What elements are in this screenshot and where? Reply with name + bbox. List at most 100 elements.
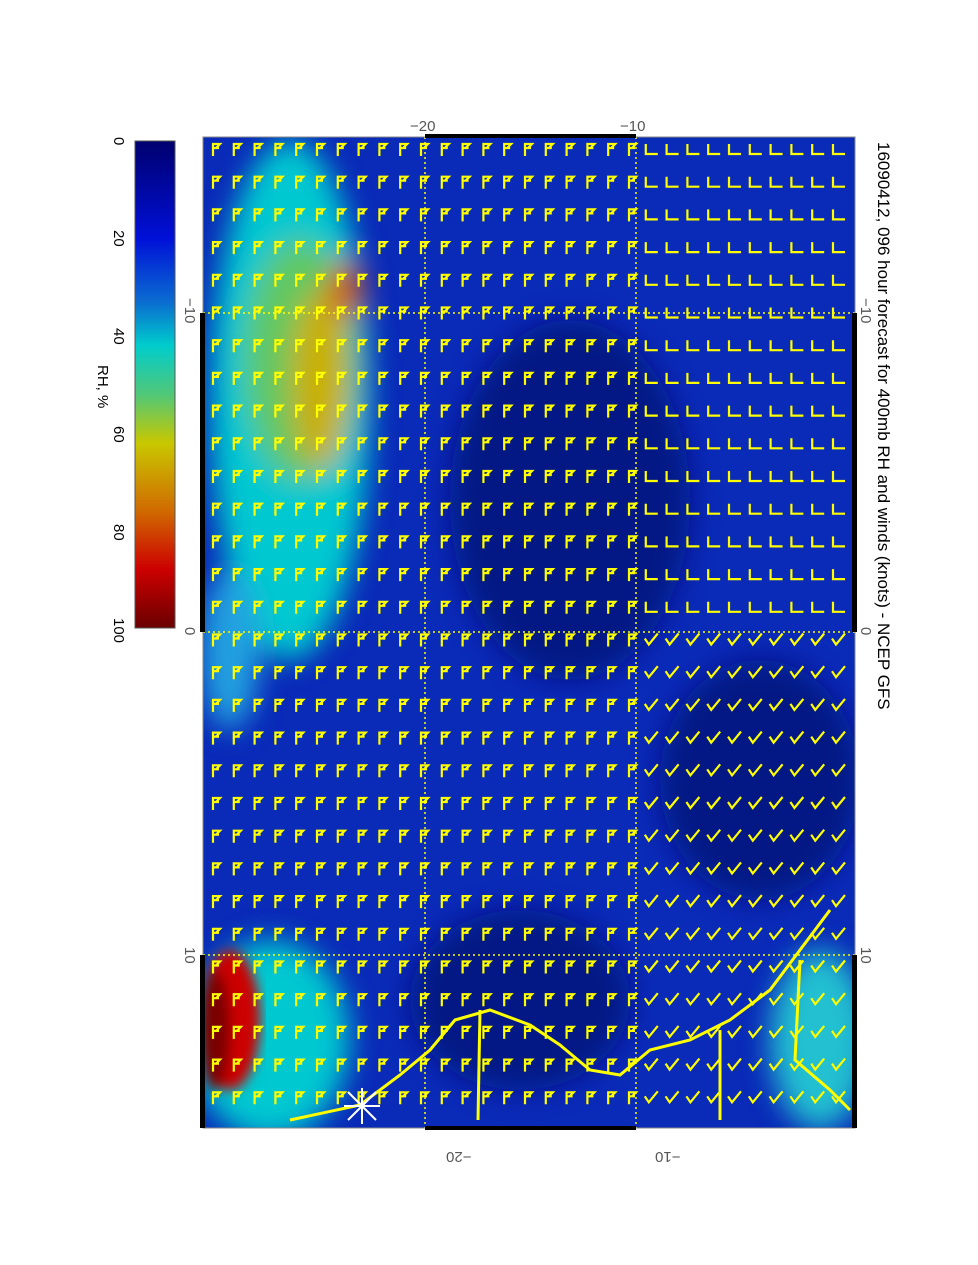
wind-barb bbox=[419, 960, 431, 974]
wind-barb bbox=[565, 600, 577, 614]
wind-barb bbox=[253, 796, 265, 810]
wind-barb bbox=[295, 175, 306, 189]
wind-barb bbox=[769, 340, 783, 352]
wind-barb bbox=[503, 273, 514, 287]
wind-barb bbox=[544, 633, 556, 647]
wind-barb bbox=[748, 209, 762, 221]
wind-barb bbox=[440, 437, 452, 451]
wind-barb bbox=[503, 600, 514, 614]
wind-barb bbox=[315, 600, 327, 614]
wind-barb bbox=[274, 371, 286, 385]
wind-barb bbox=[440, 273, 452, 287]
wind-barb bbox=[544, 698, 556, 712]
wind-barb bbox=[685, 959, 701, 974]
wind-barb bbox=[378, 568, 390, 582]
wind-barb bbox=[419, 339, 431, 353]
wind-barb bbox=[565, 895, 577, 909]
wind-barb bbox=[748, 372, 762, 384]
wind-barb bbox=[706, 959, 722, 974]
wind-barb bbox=[295, 633, 306, 647]
wind-barb bbox=[378, 208, 390, 222]
wind-barb bbox=[419, 829, 431, 843]
wind-barb bbox=[644, 274, 658, 286]
wind-barb bbox=[295, 796, 306, 810]
wind-barb bbox=[789, 829, 805, 843]
wind-barb bbox=[357, 666, 369, 680]
wind-barb bbox=[810, 1090, 826, 1105]
wind-barb bbox=[295, 535, 306, 549]
wind-barb bbox=[586, 208, 598, 222]
wind-barb bbox=[503, 437, 514, 451]
frame-scale-bars bbox=[200, 134, 857, 1130]
wind-barb bbox=[706, 992, 722, 1007]
colorbar-tick: 100 bbox=[110, 618, 127, 644]
wind-barb bbox=[315, 437, 327, 451]
wind-barb bbox=[811, 601, 825, 613]
wind-barb bbox=[565, 175, 577, 189]
wind-barb bbox=[544, 371, 556, 385]
wind-barb bbox=[336, 306, 348, 320]
wind-barb bbox=[336, 1025, 348, 1039]
wind-barb bbox=[482, 895, 494, 909]
wind-barb bbox=[643, 959, 659, 974]
wind-barb bbox=[232, 1058, 244, 1072]
wind-barb bbox=[790, 176, 804, 188]
wind-barb bbox=[440, 142, 452, 156]
wind-barb bbox=[378, 633, 390, 647]
wind-barb bbox=[685, 992, 701, 1007]
wind-barb bbox=[523, 927, 535, 941]
wind-barb bbox=[748, 438, 762, 450]
wind-barb bbox=[295, 993, 306, 1007]
wind-barb bbox=[253, 241, 265, 255]
wind-barb bbox=[336, 960, 348, 974]
wind-barb bbox=[664, 665, 680, 680]
wind-barb bbox=[482, 273, 494, 287]
wind-barb bbox=[644, 471, 658, 483]
wind-barb bbox=[440, 535, 452, 549]
wind-barb bbox=[643, 796, 659, 810]
wind-barb bbox=[769, 209, 783, 221]
wind-barb bbox=[768, 632, 784, 647]
wind-barb bbox=[811, 176, 825, 188]
wind-barb bbox=[295, 960, 306, 974]
wind-barb bbox=[565, 142, 577, 156]
wind-barb bbox=[811, 471, 825, 483]
wind-barb bbox=[586, 764, 598, 778]
wind-barb bbox=[727, 992, 742, 1007]
wind-barb bbox=[607, 404, 618, 418]
wind-barb bbox=[461, 600, 473, 614]
wind-barb bbox=[399, 404, 410, 418]
wind-barb bbox=[523, 633, 535, 647]
wind-barb bbox=[607, 600, 618, 614]
wind-barb bbox=[378, 1091, 390, 1105]
wind-barb bbox=[544, 1058, 556, 1072]
wind-barb bbox=[482, 698, 494, 712]
wind-barb bbox=[607, 698, 618, 712]
wind-barb bbox=[357, 142, 369, 156]
wind-barb bbox=[253, 535, 265, 549]
wind-barb bbox=[686, 274, 700, 286]
wind-barb bbox=[685, 632, 701, 647]
location-marker-icon bbox=[344, 1088, 380, 1124]
wind-barb bbox=[295, 666, 306, 680]
wind-barb bbox=[419, 273, 431, 287]
wind-barb bbox=[831, 763, 846, 778]
wind-barb bbox=[831, 340, 845, 352]
wind-barb bbox=[399, 600, 410, 614]
wind-barb bbox=[336, 666, 348, 680]
wind-barb bbox=[727, 536, 741, 548]
wind-barb bbox=[399, 698, 410, 712]
wind-barb bbox=[399, 371, 410, 385]
wind-barb bbox=[440, 502, 452, 516]
wind-barb bbox=[399, 437, 410, 451]
wind-barb bbox=[274, 764, 286, 778]
wind-barb bbox=[315, 469, 327, 483]
wind-barb bbox=[295, 764, 306, 778]
wind-barb bbox=[482, 862, 494, 876]
wind-barb bbox=[378, 666, 390, 680]
wind-barb bbox=[643, 992, 659, 1007]
colorbar-label: RH, % bbox=[94, 365, 111, 409]
wind-barb bbox=[274, 142, 286, 156]
wind-barb bbox=[461, 633, 473, 647]
wind-barb bbox=[503, 502, 514, 516]
